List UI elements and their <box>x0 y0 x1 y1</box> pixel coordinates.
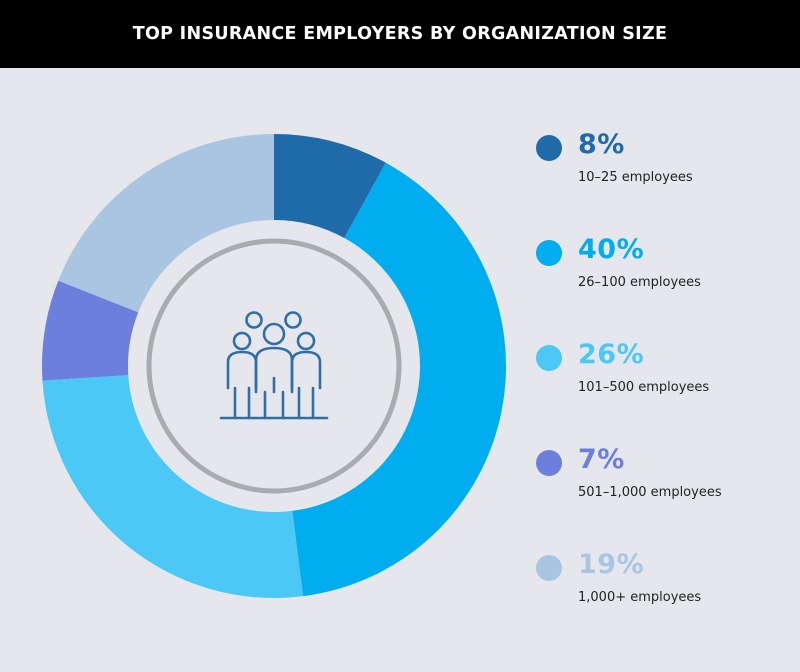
legend-label: 501–1,000 employees <box>578 485 722 500</box>
legend-percent: 19% <box>578 549 645 580</box>
center-ring <box>146 238 402 494</box>
legend-percent: 40% <box>578 234 645 265</box>
legend-item: 19% 1,000+ employees <box>536 549 786 612</box>
donut-chart <box>42 134 506 598</box>
donut-slice <box>292 162 506 597</box>
legend-label: 26–100 employees <box>578 275 701 290</box>
legend-label: 1,000+ employees <box>578 590 702 605</box>
chart-title: TOP INSURANCE EMPLOYERS BY ORGANIZATION … <box>132 24 668 44</box>
legend-swatch <box>536 240 562 266</box>
legend-swatch <box>536 555 562 581</box>
donut-slice <box>58 134 274 313</box>
legend-label: 101–500 employees <box>578 380 710 395</box>
legend-item: 40% 26–100 employees <box>536 234 786 297</box>
legend-swatch <box>536 345 562 371</box>
donut-slice <box>274 134 386 239</box>
legend-percent: 7% <box>578 444 625 475</box>
legend-label: 10–25 employees <box>578 170 693 185</box>
legend-swatch <box>536 450 562 476</box>
legend-item: 26% 101–500 employees <box>536 339 786 402</box>
legend-percent: 8% <box>578 129 625 160</box>
legend-swatch <box>536 135 562 161</box>
donut-slice <box>42 375 304 598</box>
header-bar: TOP INSURANCE EMPLOYERS BY ORGANIZATION … <box>0 0 800 68</box>
legend-item: 8% 10–25 employees <box>536 129 786 192</box>
legend-percent: 26% <box>578 339 645 370</box>
people-group-icon <box>219 311 329 420</box>
donut-slices <box>42 134 506 598</box>
legend-item: 7% 501–1,000 employees <box>536 444 786 507</box>
donut-slice <box>42 280 139 381</box>
